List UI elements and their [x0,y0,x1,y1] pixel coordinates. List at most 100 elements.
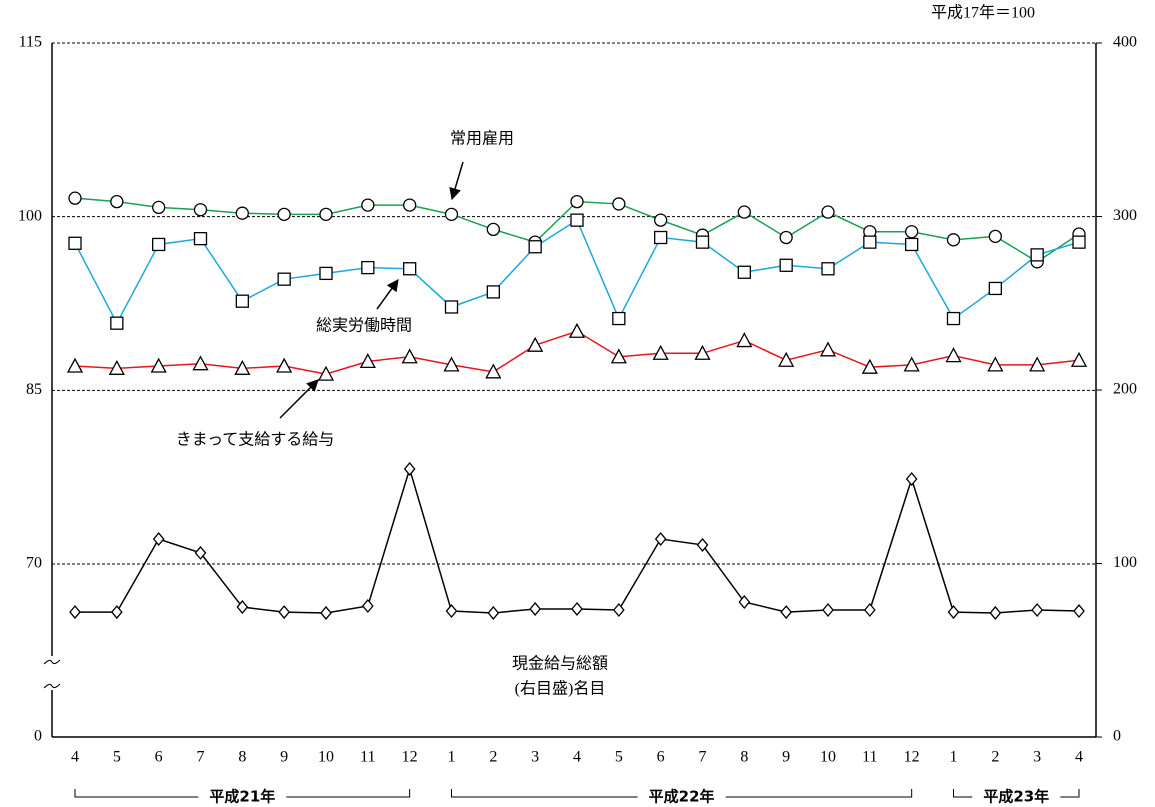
marker [654,230,668,245]
marker [445,604,458,619]
marker [947,605,960,620]
marker [1029,356,1046,372]
marker [905,237,919,252]
marker [319,207,333,222]
marker [487,605,500,620]
marker [361,260,375,275]
y-tick-label: 0 [34,728,42,745]
marker [905,471,918,487]
x-tick-label: 8 [238,749,246,766]
marker [194,545,207,560]
marker [277,207,291,222]
marker [822,602,834,618]
marker [694,344,711,360]
x-tick-label: 7 [699,749,707,766]
x-tick-label: 3 [1033,749,1041,766]
marker [737,205,751,219]
y2-tick-label: 200 [1113,381,1137,398]
marker [946,311,961,326]
marker [571,601,583,616]
marker [529,601,542,616]
marker [193,203,208,217]
marker [486,222,500,237]
marker [778,351,795,367]
marker [1031,602,1044,618]
marker [361,598,374,614]
marker [570,213,584,227]
marker [150,357,167,373]
marker [903,356,920,372]
marker [235,294,249,308]
marker [317,365,335,381]
x-tick-label: 12 [402,749,418,766]
marker [987,356,1004,372]
marker [234,359,251,375]
group-bracket [74,789,411,798]
marker [444,207,459,222]
x-tick-label: 4 [573,749,581,766]
marker [152,237,166,252]
annotation: (右目盛)名目 [515,680,606,698]
marker [443,356,460,372]
marker [110,605,123,620]
marker [861,358,878,374]
marker [568,322,586,338]
group-label: 平成23年 [983,788,1049,806]
x-tick-label: 1 [448,749,456,766]
annotation: 常用雇用 [450,130,514,148]
marker [403,262,417,276]
marker [1073,604,1085,619]
annotation: きまって支給する給与 [176,431,335,449]
marker [945,347,962,363]
marker [652,344,669,360]
marker [528,240,542,254]
x-tick-label: 1 [950,749,958,766]
marker [1070,351,1088,367]
marker [779,258,793,272]
y2-tick-label: 400 [1113,34,1137,51]
marker [193,232,208,246]
marker [359,353,376,369]
x-tick-label: 2 [489,749,497,766]
y-tick-label: 85 [26,381,42,398]
marker [738,595,751,610]
marker [819,341,837,357]
marker [236,600,249,615]
y2-tick-label: 0 [1113,728,1121,745]
marker [863,235,877,249]
group-label: 平成22年 [649,788,715,806]
x-tick-label: 10 [318,749,334,766]
annotation: 現金給与総額 [512,655,608,673]
y-tick-label: 115 [19,34,42,51]
marker [403,198,417,212]
marker [319,266,333,281]
marker [444,300,459,314]
x-tick-label: 9 [280,749,288,766]
arrow [279,379,319,419]
marker [108,359,125,375]
axis-break [43,656,61,690]
marker [1072,235,1086,249]
marker [821,205,835,219]
marker [69,605,81,620]
marker [654,213,668,227]
marker [570,194,584,209]
marker [403,461,416,476]
marker [320,605,332,620]
marker [736,332,753,348]
marker [612,197,626,211]
marker [152,200,166,215]
marker [695,235,710,249]
x-tick-label: 8 [740,749,748,766]
marker [110,316,124,330]
marker [779,230,793,245]
x-tick-label: 5 [113,749,121,766]
marker [863,602,876,618]
x-tick-label: 7 [197,749,205,766]
annotation: 総実労働時間 [316,317,412,335]
group-bracket [953,789,1080,798]
marker [612,602,625,618]
marker [152,532,165,547]
y2-tick-label: 100 [1113,554,1137,571]
